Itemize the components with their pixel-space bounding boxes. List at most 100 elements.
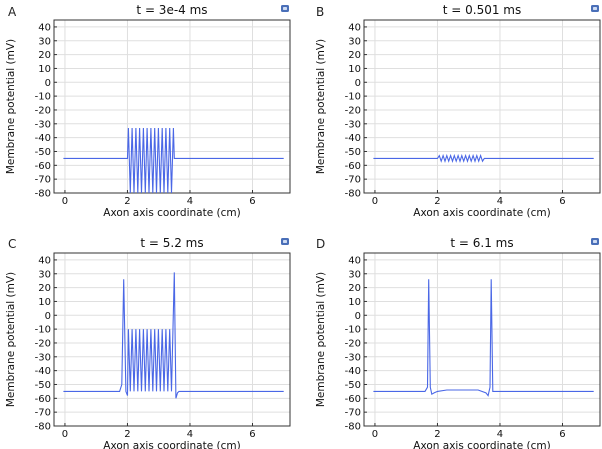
panel-letter: D xyxy=(316,237,325,251)
y-tick-label: 20 xyxy=(38,283,51,294)
y-tick-label: -60 xyxy=(345,161,361,172)
logo-icon-highlight xyxy=(593,240,597,243)
y-tick-label: 0 xyxy=(45,78,51,89)
y-axis-title: Membrane potential (mV) xyxy=(5,39,17,174)
x-tick-label: 6 xyxy=(249,196,255,207)
y-tick-label: -20 xyxy=(345,338,361,349)
comsol-logo-icon xyxy=(281,238,289,245)
y-tick-label: -30 xyxy=(345,352,361,363)
y-tick-label: -10 xyxy=(345,325,361,336)
y-tick-label: -70 xyxy=(345,408,361,419)
y-tick-label: 40 xyxy=(348,255,361,266)
x-tick-label: 0 xyxy=(372,196,378,207)
x-tick-label: 0 xyxy=(372,429,378,440)
y-tick-label: 20 xyxy=(348,50,361,61)
y-tick-label: -80 xyxy=(345,422,361,433)
y-axis-title: Membrane potential (mV) xyxy=(315,272,327,407)
y-tick-label: 40 xyxy=(38,255,51,266)
panel-letter: B xyxy=(316,5,324,19)
y-tick-label: -10 xyxy=(35,325,51,336)
chart-title: t = 3e-4 ms xyxy=(136,3,207,17)
y-tick-label: -50 xyxy=(35,147,51,158)
y-tick-label: -70 xyxy=(345,175,361,186)
series-line-c xyxy=(63,272,284,399)
y-tick-label: 40 xyxy=(38,22,51,33)
x-tick-label: 6 xyxy=(559,429,565,440)
series-line-b xyxy=(373,153,594,163)
x-axis-title: Axon axis coordinate (cm) xyxy=(413,440,550,449)
y-tick-label: 30 xyxy=(348,269,361,280)
y-tick-label: 10 xyxy=(38,64,51,75)
y-tick-label: 40 xyxy=(348,22,361,33)
panel-letter: C xyxy=(8,237,16,251)
comsol-logo-icon xyxy=(591,5,599,12)
panel-letter: A xyxy=(8,5,17,19)
y-tick-label: 30 xyxy=(38,36,51,47)
y-axis-title: Membrane potential (mV) xyxy=(5,272,17,407)
y-tick-label: -80 xyxy=(35,422,51,433)
series-line-d xyxy=(373,279,594,397)
y-tick-label: 10 xyxy=(348,297,361,308)
x-tick-label: 0 xyxy=(62,196,68,207)
x-tick-label: 6 xyxy=(249,429,255,440)
y-tick-label: -80 xyxy=(345,189,361,200)
x-tick-label: 6 xyxy=(559,196,565,207)
y-tick-label: -30 xyxy=(345,119,361,130)
y-tick-label: -70 xyxy=(35,408,51,419)
y-tick-label: -60 xyxy=(35,394,51,405)
y-tick-label: -20 xyxy=(35,338,51,349)
y-tick-label: 30 xyxy=(348,36,361,47)
y-tick-label: -50 xyxy=(345,380,361,391)
x-tick-label: 2 xyxy=(124,196,130,207)
y-tick-label: 0 xyxy=(355,311,361,322)
y-tick-label: -30 xyxy=(35,352,51,363)
y-axis-title: Membrane potential (mV) xyxy=(315,39,327,174)
logo-icon-highlight xyxy=(593,7,597,10)
plot-frame xyxy=(363,19,601,194)
x-tick-label: 2 xyxy=(434,196,440,207)
logo-icon-highlight xyxy=(283,7,287,10)
x-tick-label: 4 xyxy=(187,429,193,440)
plot-frame xyxy=(53,252,291,427)
y-tick-label: 10 xyxy=(348,64,361,75)
x-tick-label: 2 xyxy=(434,429,440,440)
comsol-logo-icon xyxy=(281,5,289,12)
series-line-a xyxy=(63,127,284,194)
y-tick-label: -10 xyxy=(345,92,361,103)
y-tick-label: -60 xyxy=(35,161,51,172)
y-tick-label: 10 xyxy=(38,297,51,308)
x-tick-label: 0 xyxy=(62,429,68,440)
x-tick-label: 4 xyxy=(497,429,503,440)
y-tick-label: 20 xyxy=(38,50,51,61)
y-tick-label: -20 xyxy=(345,105,361,116)
y-tick-label: -40 xyxy=(345,133,361,144)
y-tick-label: -40 xyxy=(345,366,361,377)
comsol-logo-icon xyxy=(591,238,599,245)
y-tick-label: -10 xyxy=(35,92,51,103)
chart-title: t = 6.1 ms xyxy=(450,236,513,250)
y-tick-label: -30 xyxy=(35,119,51,130)
x-tick-label: 2 xyxy=(124,429,130,440)
y-tick-label: -40 xyxy=(35,133,51,144)
x-axis-title: Axon axis coordinate (cm) xyxy=(413,207,550,219)
y-tick-label: 0 xyxy=(355,78,361,89)
y-tick-label: -70 xyxy=(35,175,51,186)
y-tick-label: -50 xyxy=(345,147,361,158)
x-axis-title: Axon axis coordinate (cm) xyxy=(103,440,240,449)
y-tick-label: -80 xyxy=(35,189,51,200)
chart-title: t = 0.501 ms xyxy=(443,3,522,17)
y-tick-label: -60 xyxy=(345,394,361,405)
y-tick-label: 0 xyxy=(45,311,51,322)
y-tick-label: -20 xyxy=(35,105,51,116)
x-axis-title: Axon axis coordinate (cm) xyxy=(103,207,240,219)
y-tick-label: 20 xyxy=(348,283,361,294)
y-tick-label: -50 xyxy=(35,380,51,391)
x-tick-label: 4 xyxy=(497,196,503,207)
y-tick-label: -40 xyxy=(35,366,51,377)
x-tick-label: 4 xyxy=(187,196,193,207)
